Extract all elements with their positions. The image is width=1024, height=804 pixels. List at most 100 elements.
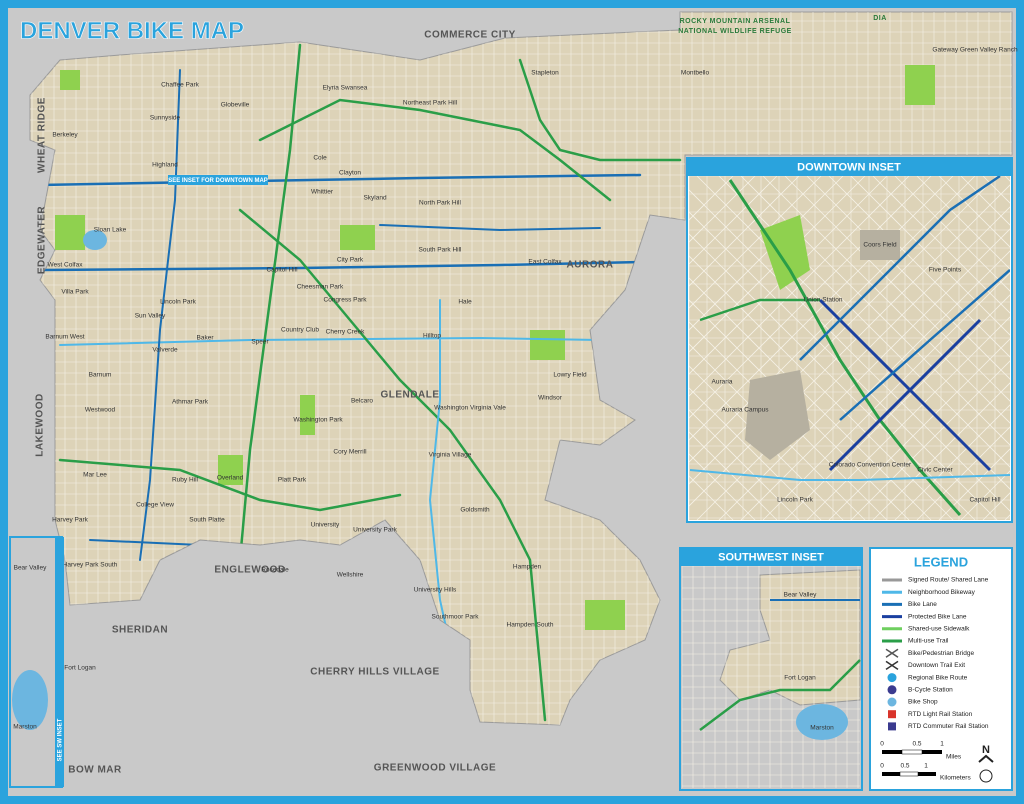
neighborhood-label: West Colfax: [48, 262, 84, 269]
neighborhood-label: Elyria Swansea: [323, 85, 368, 92]
street: [894, 176, 1010, 292]
street: [689, 365, 844, 520]
neighborhood-label: University Park: [353, 527, 397, 534]
inset-label: Lincoln Park: [777, 497, 814, 504]
street: [689, 176, 910, 397]
place-label: BOW MAR: [68, 765, 122, 776]
neighborhood-label: University Hills: [414, 587, 457, 594]
legend-label: Neighborhood Bikeway: [908, 589, 976, 596]
scale-seg: [901, 749, 923, 755]
place-label: EDGEWATER: [37, 206, 48, 274]
bike-lane: [38, 260, 642, 272]
inset-title-bar: [687, 158, 1012, 176]
street: [689, 176, 998, 485]
inset-title-bar: [680, 548, 862, 566]
neighborhood-label: Lincoln Park: [160, 299, 197, 306]
multi-use-trail: [258, 98, 612, 202]
neighborhood-label: Capitol Hill: [266, 267, 298, 274]
callout-box: [168, 175, 268, 185]
street: [689, 431, 778, 520]
place-label: AURORA: [567, 260, 614, 271]
legend-items: Signed Route/ Shared Lane Neighborhood Bi…: [882, 577, 989, 731]
park: [55, 215, 85, 250]
legend-swatch: [885, 660, 899, 671]
scale-label: 0.5: [912, 741, 921, 748]
map-title: DENVER BIKE MAP: [20, 17, 244, 44]
place-label: DIA: [873, 15, 887, 22]
scale-unit: Miles: [946, 754, 962, 761]
neighborhood-label: Barnum: [89, 372, 112, 379]
neighborhood-label: Fort Logan: [64, 665, 96, 672]
bike-lane: [799, 176, 1001, 361]
marston-lake: [12, 670, 48, 730]
protected-bike-lane: [818, 298, 992, 472]
street: [938, 176, 1010, 248]
inset-label: Capitol Hill: [969, 497, 1001, 504]
street: [806, 316, 1010, 520]
scale-label: 0.5: [900, 763, 909, 770]
multi-use-trail: [699, 298, 820, 322]
legend-swatch: [885, 648, 899, 658]
park: [760, 215, 810, 290]
inset-label: Civic Center: [917, 467, 953, 474]
denver-land: [29, 11, 1013, 726]
neighborhood-label: Lowry Field: [553, 372, 587, 379]
legend-label: Shared-use Sidewalk: [908, 626, 970, 633]
street: [689, 176, 756, 243]
neighborhood-label: University: [311, 522, 340, 529]
neighborhood-label: Hilltop: [423, 333, 441, 340]
street: [916, 426, 1010, 520]
street: [689, 176, 800, 287]
neighborhood-label: Platt Park: [278, 477, 307, 484]
neighborhood-label: Belcaro: [351, 398, 373, 405]
bike-routes: [38, 43, 682, 722]
neighborhood-label: Harvey Park: [52, 517, 89, 524]
inset-title: DOWNTOWN INSET: [797, 161, 901, 173]
neighborhood-label: Baker: [197, 335, 215, 342]
legend-label: Multi-use Trail: [908, 638, 949, 645]
neighborhood-label: Valverde: [152, 347, 178, 354]
street: [740, 250, 1010, 520]
place-label: ROCKY MOUNTAIN ARSENAL: [680, 18, 791, 25]
bike-icon: [979, 769, 993, 783]
neighborhood-label: College View: [136, 502, 174, 509]
neighborhood-label: Sloan Lake: [94, 227, 127, 234]
park: [905, 65, 935, 105]
street: [689, 409, 800, 520]
place-label: SHERIDAN: [112, 625, 168, 636]
neighborhood-label: Country Club: [281, 327, 319, 334]
street: [850, 176, 1010, 336]
scale-seg: [882, 750, 902, 754]
sw-labels: Bear Valley Fort Logan Marston: [784, 592, 835, 732]
legend-label: Downtown Trail Exit: [908, 662, 965, 669]
inset-label: Five Points: [929, 267, 962, 274]
neighborhood-label: Skyland: [363, 195, 387, 202]
downtown-labels: Union Station Auraria Auraria Campus Colora…: [712, 242, 1002, 504]
street: [689, 176, 866, 353]
inset-label: Union Station: [803, 297, 842, 304]
bike-lane: [38, 173, 642, 187]
street: [762, 272, 1010, 520]
neighborhood-label: Speer: [251, 339, 269, 346]
place-label: ENGLEWOOD: [214, 565, 285, 576]
street: [689, 176, 976, 463]
inset-label: Fort Logan: [784, 675, 816, 682]
inset-label: Auraria Campus: [722, 407, 770, 414]
neighborhood-label: Northeast Park Hill: [403, 100, 458, 107]
park: [60, 70, 80, 90]
street: [872, 382, 1010, 520]
neighborhood-label: Globeville: [221, 102, 250, 109]
place-label: CHERRY HILLS VILLAGE: [310, 667, 439, 678]
legend-swatch: [887, 685, 897, 695]
neighborhood-label: Ruby Hill: [172, 477, 199, 484]
street: [916, 176, 1010, 270]
neighborhood-label: Villa Park: [61, 289, 89, 296]
multi-use-trail: [699, 659, 861, 731]
legend-swatch: [887, 697, 897, 707]
legend-label: Bike/Pedestrian Bridge: [908, 650, 975, 657]
street: [784, 294, 1010, 520]
neighborhood-label: Cory Merrill: [333, 449, 367, 456]
marston-lake: [796, 704, 848, 740]
coors-field: [860, 230, 900, 260]
